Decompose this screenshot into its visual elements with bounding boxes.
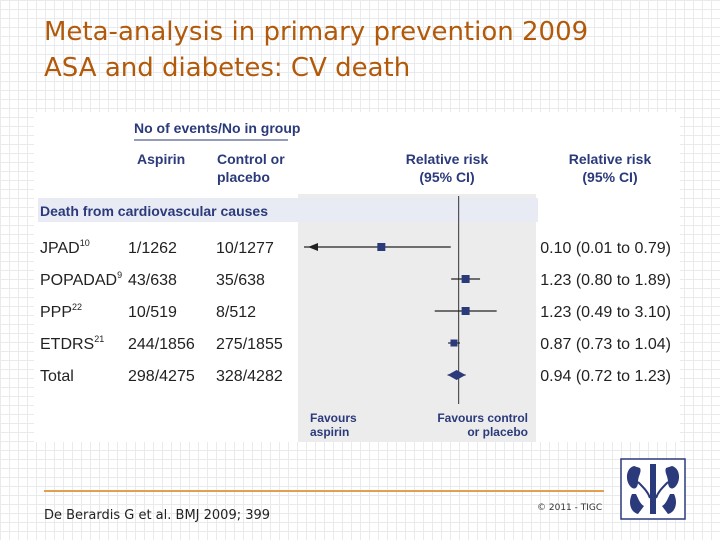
pooled-estimate-diamond (447, 370, 466, 380)
relative-risk-plot-header: (95% CI) (419, 169, 474, 185)
row-study-label: POPADAD9 (40, 270, 122, 289)
favours-aspirin-label: aspirin (310, 425, 349, 439)
row-study-label: PPP22 (40, 302, 82, 321)
row-relative-risk-text: 0.10 (0.01 to 0.79) (540, 240, 671, 257)
row-ci-arrow (308, 243, 318, 251)
row-control-events: 10/1277 (216, 240, 274, 257)
citation-text: De Berardis G et al. BMJ 2009; 399 (44, 508, 271, 523)
favours-control-label: Favours control (437, 411, 528, 425)
control-column-header: placebo (217, 169, 270, 185)
row-aspirin-events: 1/1262 (128, 240, 177, 257)
forest-plot-svg: No of events/No in group Aspirin Control o… (38, 120, 671, 442)
favours-aspirin-label: Favours (310, 411, 357, 425)
row-point-estimate (461, 307, 470, 315)
control-column-header: Control or (217, 151, 285, 167)
relative-risk-plot-header: Relative risk (406, 151, 489, 167)
slide-title-line-1: Meta-analysis in primary prevention 2009 (44, 17, 589, 47)
row-relative-risk-text: 0.87 (0.73 to 1.04) (540, 336, 671, 353)
group-header: No of events/No in group (134, 120, 300, 136)
section-label: Death from cardiovascular causes (40, 203, 268, 219)
row-relative-risk-text: 0.94 (0.72 to 1.23) (540, 368, 671, 385)
row-aspirin-events: 298/4275 (128, 368, 195, 385)
plot-band (298, 194, 536, 442)
row-aspirin-events: 10/519 (128, 304, 177, 321)
footer-rule (44, 490, 604, 492)
row-aspirin-events: 43/638 (128, 272, 177, 289)
copyright-text: © 2011 - TIGC (537, 503, 603, 513)
relative-risk-text-header: Relative risk (569, 151, 652, 167)
row-study-label: ETDRS21 (40, 334, 104, 353)
row-study-label: Total (40, 368, 74, 385)
row-point-estimate (461, 275, 470, 283)
row-control-events: 328/4282 (216, 368, 283, 385)
row-control-events: 35/638 (216, 272, 265, 289)
row-control-events: 275/1855 (216, 336, 283, 353)
row-point-estimate (377, 243, 386, 251)
row-relative-risk-text: 1.23 (0.49 to 3.10) (540, 304, 671, 321)
row-relative-risk-text: 1.23 (0.80 to 1.89) (540, 272, 671, 289)
row-control-events: 8/512 (216, 304, 256, 321)
slide-title-line-2: ASA and diabetes: CV death (44, 53, 411, 83)
slide-title: Meta-analysis in primary prevention 2009… (44, 14, 684, 86)
relative-risk-text-header: (95% CI) (582, 169, 637, 185)
forest-plot-figure: No of events/No in group Aspirin Control o… (34, 112, 680, 442)
aspirin-column-header: Aspirin (137, 151, 185, 167)
row-point-estimate (450, 339, 458, 347)
favours-control-label: or placebo (467, 425, 528, 439)
kidney-organs-logo-icon (620, 458, 686, 520)
row-study-label: JPAD10 (40, 238, 90, 257)
section-band (38, 198, 538, 222)
row-aspirin-events: 244/1856 (128, 336, 195, 353)
